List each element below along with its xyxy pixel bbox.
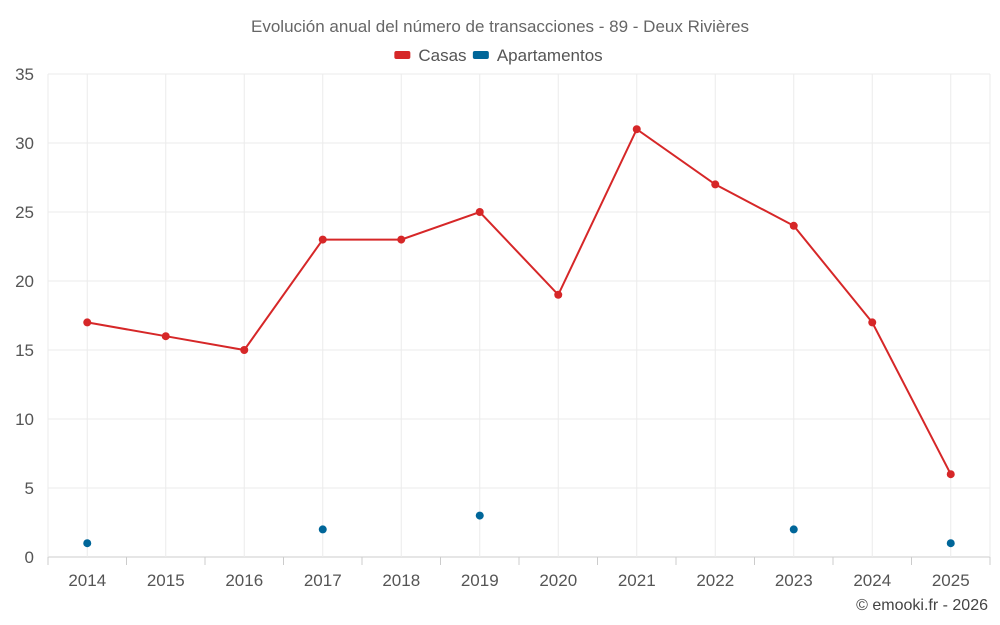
legend-item-apartamentos[interactable]: Apartamentos (472, 46, 603, 65)
series-casas (83, 125, 955, 479)
data-point[interactable] (554, 290, 563, 299)
series-layer (83, 125, 955, 548)
y-tick-label: 5 (25, 479, 34, 498)
data-point[interactable] (789, 525, 798, 534)
data-point[interactable] (868, 318, 877, 327)
x-tick-label: 2017 (304, 571, 342, 590)
data-point[interactable] (83, 318, 92, 327)
x-tick-label: 2025 (932, 571, 970, 590)
x-tick-label: 2014 (68, 571, 106, 590)
data-point[interactable] (397, 235, 406, 244)
x-tick-label: 2016 (225, 571, 263, 590)
data-point[interactable] (632, 125, 641, 134)
legend-label: Apartamentos (497, 46, 603, 65)
y-tick-label: 10 (15, 410, 34, 429)
data-point[interactable] (83, 539, 92, 548)
legend-label: Casas (418, 46, 466, 65)
series-apartamentos (83, 511, 955, 548)
data-point[interactable] (475, 511, 484, 520)
x-tick-label: 2023 (775, 571, 813, 590)
y-tick-label: 15 (15, 341, 34, 360)
y-tick-label: 35 (15, 65, 34, 84)
x-tick-label: 2024 (853, 571, 891, 590)
data-point[interactable] (240, 346, 249, 354)
y-tick-label: 20 (15, 272, 34, 291)
x-axis: 2014 2015 2016 2017 2018 2019 2020 2021 2022 2023… (47, 557, 991, 590)
series-line-casas (87, 127, 952, 475)
grid-lines (47, 73, 991, 558)
x-tick-label: 2022 (696, 571, 734, 590)
data-point[interactable] (946, 539, 955, 548)
legend: Casas Apartamentos (394, 46, 603, 65)
data-point[interactable] (161, 332, 170, 341)
legend-swatch (472, 51, 489, 59)
chart-title: Evolución anual del número de transaccio… (251, 17, 749, 36)
legend-item-casas[interactable]: Casas (394, 46, 467, 65)
x-tick-label: 2019 (461, 571, 499, 590)
data-point[interactable] (318, 525, 327, 534)
data-point[interactable] (946, 470, 955, 479)
x-tick-label: 2018 (382, 571, 420, 590)
y-tick-label: 0 (25, 548, 34, 567)
credit-text: © emooki.fr - 2026 (856, 597, 988, 614)
x-tick-label: 2020 (539, 571, 577, 590)
legend-swatch (394, 51, 411, 59)
y-tick-label: 30 (15, 134, 34, 153)
data-point[interactable] (318, 235, 327, 244)
x-tick-label: 2015 (147, 571, 185, 590)
data-point[interactable] (475, 208, 484, 216)
data-point[interactable] (711, 180, 720, 189)
y-axis: 0 5 10 15 20 25 30 35 (15, 65, 34, 567)
y-tick-label: 25 (15, 203, 34, 222)
data-point[interactable] (789, 221, 798, 230)
x-tick-label: 2021 (618, 571, 656, 590)
